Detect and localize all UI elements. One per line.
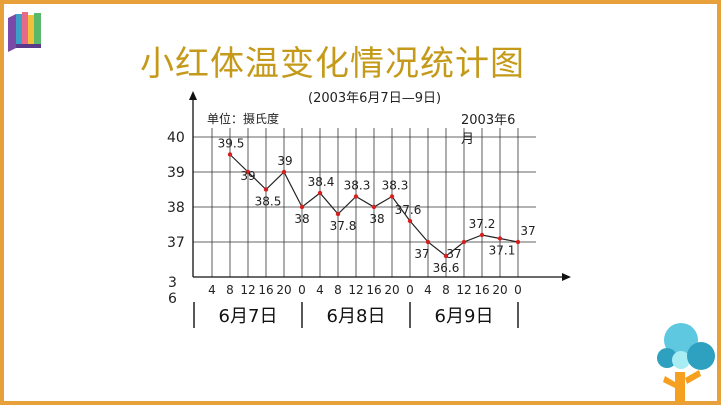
data-label: 38.5	[255, 195, 282, 209]
x-axis-arrow	[562, 273, 571, 281]
x-tick-label: 0	[514, 283, 522, 297]
x-tick-label: 4	[208, 283, 216, 297]
data-label: 37.2	[469, 217, 496, 231]
data-point	[479, 232, 485, 238]
corner-label-line2: 月	[461, 132, 474, 147]
data-label: 37.8	[330, 219, 357, 233]
day-label: 6月8日	[327, 306, 386, 327]
day-label: 6月9日	[435, 306, 494, 327]
y-tick-label: 38	[167, 200, 185, 216]
books-icon	[6, 10, 46, 56]
data-point	[335, 211, 341, 217]
data-point	[461, 239, 467, 245]
data-point	[263, 187, 269, 192]
data-label: 37.6	[395, 203, 422, 217]
data-point	[227, 152, 233, 157]
data-label: 37.1	[489, 244, 516, 258]
chart-subtitle: (2003年6月7日—9日)	[308, 91, 441, 106]
x-tick-label: 12	[240, 283, 255, 297]
data-point	[299, 204, 305, 210]
corner-label-line1: 2003年6	[461, 113, 515, 128]
x-tick-label: 0	[406, 283, 414, 297]
x-tick-label: 0	[298, 283, 306, 297]
x-tick-label: 4	[316, 283, 324, 297]
y-tick-label: 37	[167, 235, 185, 251]
data-label: 38.4	[308, 175, 335, 189]
page-title: 小红体温变化情况统计图	[140, 44, 525, 84]
data-label: 37	[520, 224, 535, 238]
data-label: 38.3	[382, 179, 409, 193]
frame-top-border	[0, 0, 721, 4]
x-tick-label: 8	[334, 283, 342, 297]
data-point	[317, 190, 323, 196]
x-tick-label: 20	[384, 283, 399, 297]
x-tick-label: 20	[276, 283, 291, 297]
data-point	[443, 253, 449, 259]
y-tick-label: 6	[168, 291, 177, 307]
y-axis-arrow	[189, 91, 197, 100]
data-point	[497, 236, 503, 241]
data-point	[425, 239, 431, 245]
data-point	[389, 194, 395, 199]
x-tick-label: 12	[456, 283, 471, 297]
x-tick-label: 8	[442, 283, 450, 297]
x-tick-label: 20	[492, 283, 507, 297]
x-tick-label: 16	[474, 283, 489, 297]
frame-right-border	[717, 0, 721, 405]
data-point	[407, 218, 413, 224]
data-point	[371, 204, 377, 210]
y-tick-label: 40	[167, 130, 185, 146]
data-label: 39	[277, 154, 292, 168]
data-point	[515, 239, 521, 245]
data-label: 38	[369, 212, 384, 226]
data-label: 38	[294, 212, 309, 226]
data-label: 37	[446, 247, 461, 261]
data-point	[245, 169, 251, 175]
unit-label: 单位：摄氏度	[207, 111, 279, 126]
data-point	[281, 169, 287, 175]
data-label: 38.3	[344, 179, 371, 193]
tree-icon	[655, 322, 719, 406]
data-label: 39.5	[218, 137, 245, 151]
x-tick-label: 16	[258, 283, 273, 297]
x-tick-label: 16	[366, 283, 381, 297]
x-tick-label: 4	[424, 283, 432, 297]
day-label: 6月7日	[219, 306, 278, 327]
data-point	[353, 194, 359, 199]
frame-bottom-border	[0, 401, 721, 405]
data-label: 36.6	[433, 261, 460, 275]
frame-left-border	[0, 0, 4, 405]
data-label: 39	[240, 169, 255, 183]
x-tick-label: 8	[226, 283, 234, 297]
x-tick-label: 12	[348, 283, 363, 297]
y-tick-label: 39	[167, 165, 185, 181]
data-label: 37	[414, 247, 429, 261]
y-tick-label: 3	[168, 275, 177, 291]
